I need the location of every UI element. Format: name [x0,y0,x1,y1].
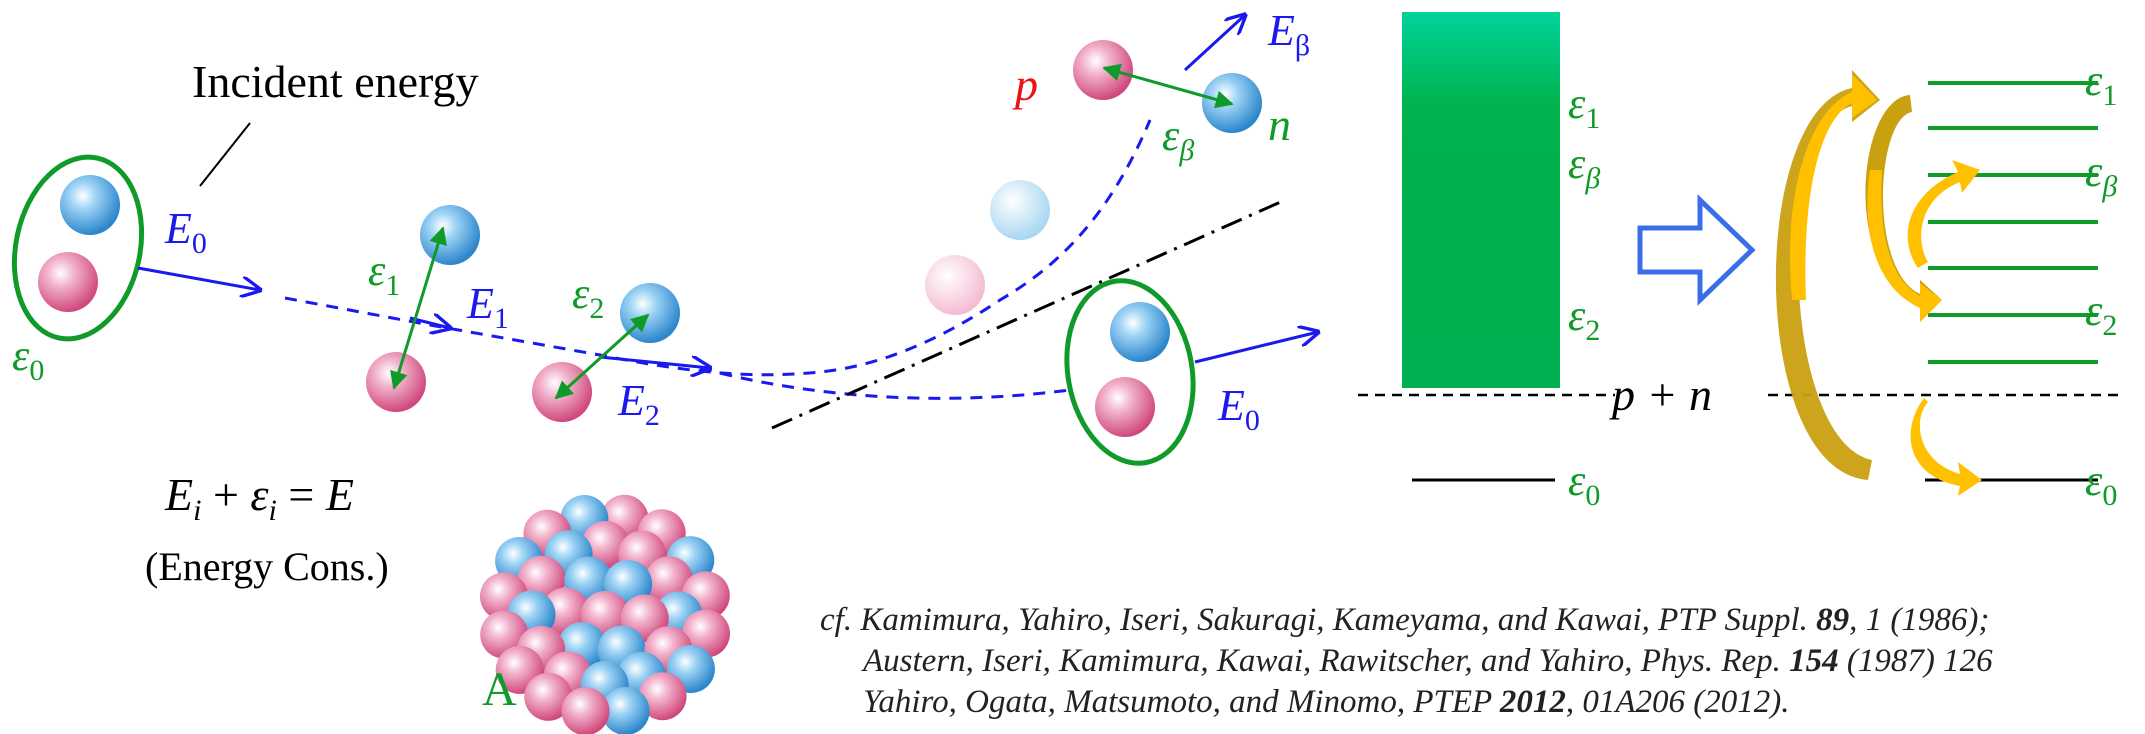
deuteron-elastic-ellipse [1064,278,1196,466]
eps0-right-label: ε0 [2085,456,2117,512]
eps1-left-label: ε1 [368,246,400,302]
eps1-double-arrow [390,226,447,390]
eps-beta-right-label: εβ [2085,147,2117,203]
E0-right-label: E0 [1217,381,1260,437]
E0-incident-arrow [137,266,260,290]
trajectory-path [284,119,1152,377]
nucleon [561,687,610,734]
eps2-mid-label: ε2 [1568,291,1600,347]
E-beta-label: Eβ [1267,6,1310,62]
eps2-double-arrow [554,313,650,400]
neutron-faded [990,180,1050,240]
citation-line-3: Yahiro, Ogata, Matsumoto, and Minomo, PT… [863,684,1790,720]
proton-faded [925,255,985,315]
energy-conservation-equation: Ei + εi = E [164,469,354,527]
transition-arrow-to-ground [1910,398,1982,496]
transition-arrow-to-eps-beta [1907,160,1980,268]
deuteron-initial-ellipse [11,154,145,342]
eps2-left-label: ε2 [572,269,604,325]
eps1-right-label: ε1 [2085,56,2117,112]
eps1-mid-label: ε1 [1568,79,1600,135]
incident-energy-leader [199,122,251,187]
incident-energy-label: Incident energy [192,56,479,107]
eps0-mid-label: ε0 [1568,456,1600,512]
pn-threshold-label: p + n [1609,369,1712,420]
energy-cons-label: (Energy Cons.) [145,544,389,589]
proton-breakup [1073,40,1133,100]
eps-beta-mid-label: εβ [1568,139,1600,195]
neutron-1 [420,205,480,265]
E-beta-arrow [1183,15,1245,72]
trajectory-path-lower [699,366,1071,400]
proton-elastic [1095,377,1155,437]
nucleon [581,521,630,569]
E0-elastic-arrow [1194,332,1318,364]
citation: cf. Kamimura, Yahiro, Iseri, Sakuragi, K… [820,600,1993,723]
dash-dot-divider [771,198,1286,430]
transition-arrows [1775,70,1982,496]
discretized-levels [1928,81,2098,364]
transition-arrow-eps1-to-eps2-highlight [1867,170,1942,322]
eps0-left-label: ε0 [12,331,44,387]
n-label: n [1268,99,1291,150]
nucleon [601,687,650,734]
proton-initial [38,252,98,312]
continuum-bar [1402,12,1560,388]
neutron-initial [60,175,120,235]
nucleus-label: A [482,663,517,716]
eps-beta-double-arrow [1102,63,1234,109]
p-label: p [1012,59,1038,110]
citation-line-2: Austern, Iseri, Kamimura, Kawai, Rawitsc… [863,643,1993,679]
eps-beta-left-label: εβ [1162,111,1194,167]
E0-left-label: E0 [164,204,207,260]
transition-arrow-ground-to-eps1-highlight [1789,74,1877,300]
target-nucleus [480,494,730,734]
nucleon [524,672,573,721]
E2-label: E2 [617,376,660,432]
E2-arrow [599,355,710,368]
nucleon [638,672,687,721]
citation-line-1: cf. Kamimura, Yahiro, Iseri, Sakuragi, K… [820,602,1990,638]
eps2-right-label: ε2 [2085,286,2117,342]
discretization-arrow [1637,194,1756,306]
E1-label: E1 [466,279,509,335]
neutron-elastic [1110,302,1170,362]
